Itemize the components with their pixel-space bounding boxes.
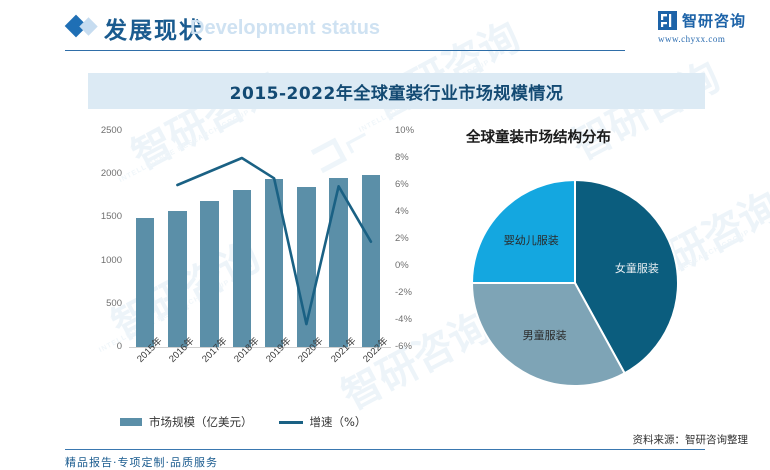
legend-label-line: 增速（%） (309, 415, 367, 429)
legend-item-line[interactable]: 增速（%） (278, 414, 367, 430)
bar[interactable] (264, 178, 284, 347)
y-tick-left: 1500 (100, 211, 122, 223)
y-tick-left: 0 (116, 341, 122, 352)
y-tick-right: 6% (395, 179, 409, 190)
y-tick-right: -6% (395, 341, 412, 352)
pie-slice-label: 男童服装 (522, 329, 567, 343)
brand-logo[interactable]: 智研咨询 www.chyxx.com (657, 10, 746, 44)
legend-swatch-line (278, 420, 303, 424)
pie-chart: 女童服装男童服装 婴幼儿服装 (470, 178, 680, 388)
pie-slice[interactable] (574, 178, 679, 375)
pie-slice-label: 女童服装 (614, 262, 659, 276)
footer-divider (65, 449, 705, 450)
bar[interactable] (232, 189, 252, 347)
pie-chart-title: 全球童装市场结构分布 (466, 130, 611, 146)
line-series (176, 156, 373, 326)
y-tick-left: 2500 (100, 125, 122, 136)
legend-swatch-bar (120, 418, 142, 426)
y-tick-right: 2% (395, 233, 409, 244)
footer-slogan: 精品报告·专项定制·品质服务 (65, 456, 218, 469)
bar[interactable] (135, 218, 155, 347)
y-tick-right: 8% (395, 152, 409, 163)
chart-title-banner: 2015-2022年全球童装行业市场规模情况 (88, 73, 705, 109)
bar[interactable] (329, 177, 348, 347)
pie-slice-label: 婴幼儿服装 (503, 234, 559, 248)
header-subtitle-en: Development status (190, 17, 381, 39)
legend-item-bar[interactable]: 市场规模（亿美元） (120, 414, 253, 430)
y-tick-left: 1000 (100, 254, 122, 266)
y-tick-right: 0% (395, 260, 409, 271)
header-divider (65, 50, 625, 51)
zhiyan-logo-mark-icon (657, 11, 677, 30)
bar[interactable] (361, 175, 381, 347)
pie-chart-svg (470, 178, 679, 387)
chart-plot-area (129, 131, 387, 347)
y-tick-left: 2000 (100, 168, 122, 180)
bar[interactable] (200, 200, 219, 347)
chart-title: 2015-2022年全球童装行业市场规模情况 (229, 83, 564, 104)
pie-slice[interactable] (470, 178, 576, 284)
y-tick-right: -4% (395, 314, 412, 325)
page-title: 发展现状 (104, 18, 204, 44)
line-path (176, 156, 373, 326)
source-text: 资料来源：智研咨询整理 (632, 434, 749, 446)
combo-chart: 0 500 1000 1500 2000 2500 -6% -4% -2% 0% 2% 4% 6% 8%… (88, 118, 433, 408)
page-header: Development status 发展现状 智研咨询 www.chyxx.c… (0, 0, 770, 56)
y-tick-right: -2% (395, 287, 412, 298)
brand-url: www.chyxx.com (657, 34, 726, 44)
legend-label-bar: 市场规模（亿美元） (149, 415, 253, 429)
y-tick-right: 4% (395, 206, 409, 217)
bar[interactable] (168, 210, 187, 347)
pie-slice[interactable] (470, 282, 626, 387)
y-tick-right: 10% (395, 125, 415, 136)
y-tick-left: 500 (106, 297, 122, 309)
chart-legend: 市场规模（亿美元） 增速（%） (120, 414, 366, 430)
brand-name: 智研咨询 (681, 12, 746, 30)
x-axis-line (129, 347, 391, 348)
